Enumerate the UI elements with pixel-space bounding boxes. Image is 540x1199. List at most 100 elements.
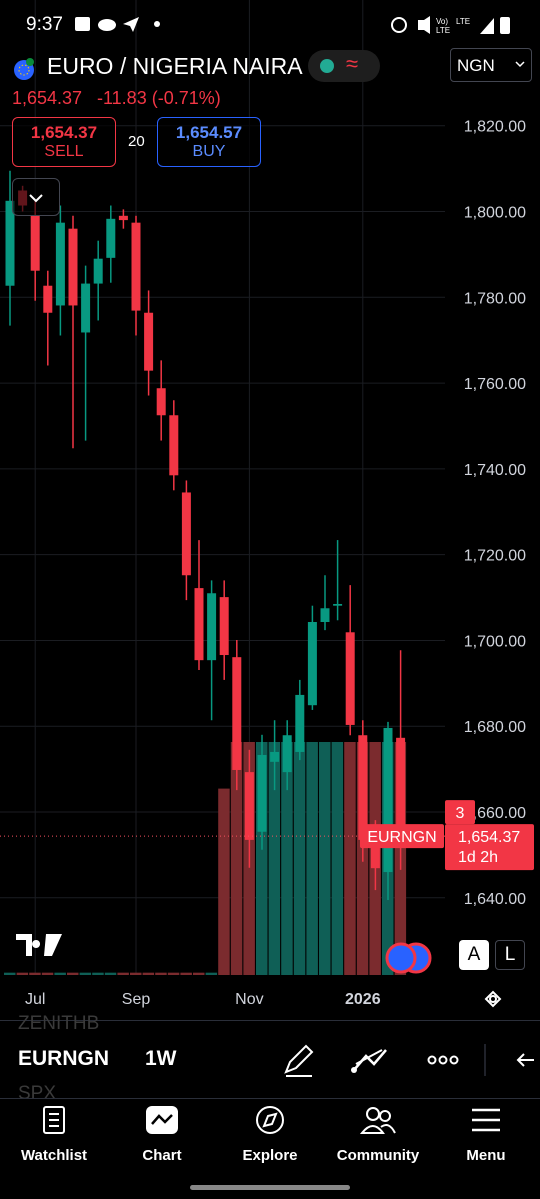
candle-body: [5, 200, 15, 286]
home-indicator: [190, 1185, 350, 1190]
spread: 20: [128, 133, 145, 150]
volume-bar: [281, 742, 293, 975]
y-tick-label: 1,780.00: [464, 290, 526, 307]
y-tick-label: 1,640.00: [464, 891, 526, 908]
sell-price: 1,654.37: [30, 123, 98, 142]
market-status: ≈: [346, 51, 359, 76]
symbol-tag-bg: [360, 824, 444, 849]
currency-label: NGN: [457, 56, 495, 75]
log-scale-button[interactable]: L: [495, 940, 525, 970]
nav-chart[interactable]: Chart: [108, 1105, 216, 1164]
volume-bar: [54, 972, 66, 975]
y-tick-label: 1,700.00: [464, 633, 526, 650]
toolbar-icons[interactable]: [282, 1042, 540, 1078]
nav-label: Chart: [142, 1147, 182, 1164]
countdown-badge: 3: [456, 805, 465, 822]
nav-community[interactable]: Community: [324, 1105, 432, 1164]
symbol-flag: [14, 58, 34, 80]
volume-bar: [92, 972, 104, 975]
volume-bar: [117, 972, 129, 975]
auto-scale-button[interactable]: A: [459, 940, 489, 970]
status-time: 9:37: [26, 14, 63, 35]
candle-body: [295, 694, 305, 752]
volume-bar: [4, 972, 16, 975]
y-tick-label: 1,680.00: [464, 719, 526, 736]
volume-bar: [230, 742, 243, 975]
candle-body: [93, 258, 103, 284]
community-icon: [359, 1107, 396, 1134]
price-label: 1,654.37: [458, 829, 520, 846]
svg-text:LTE: LTE: [456, 17, 470, 26]
candle-body: [55, 222, 65, 306]
interval[interactable]: 1W: [145, 1047, 177, 1070]
volume-bar: [130, 972, 142, 975]
y-tick-label: 1,660.00: [464, 805, 526, 822]
price-label-bg: [445, 824, 534, 871]
symbol-tag: EURNGN: [367, 829, 436, 846]
volume-bar: [256, 742, 268, 975]
svg-text:LTE: LTE: [436, 26, 450, 35]
buy-button[interactable]: 1,654.57 BUY: [157, 117, 261, 167]
countdown-label: 1d 2h: [458, 849, 498, 866]
nav-menu[interactable]: Menu: [432, 1105, 540, 1164]
candle-body: [270, 751, 280, 762]
divider: [0, 1020, 540, 1021]
candle-body: [207, 593, 217, 661]
candle-body: [30, 215, 40, 271]
chart-icon: [146, 1106, 178, 1134]
volume-bar: [319, 742, 331, 975]
candle-body: [232, 657, 242, 770]
watchlist-icon: [43, 1106, 65, 1134]
y-tick-label: 1,800.00: [464, 205, 526, 222]
volume-bar: [180, 972, 192, 975]
candle-body: [257, 754, 267, 832]
volume-bar: [167, 972, 180, 975]
status-pill[interactable]: ≈: [308, 50, 380, 82]
volume-bar: [29, 972, 41, 975]
symbol-title: EURO / NIGERIA NAIRA: [47, 53, 303, 79]
volume-bar: [155, 972, 167, 975]
candle-body: [383, 727, 393, 873]
collapse-button[interactable]: [12, 178, 60, 216]
candle-body: [68, 228, 78, 306]
nav-explore[interactable]: Explore: [216, 1105, 324, 1164]
volume-bar: [268, 742, 281, 975]
volume-bar: [79, 972, 92, 975]
volume-bar: [306, 742, 318, 975]
volume-bar: [16, 972, 29, 975]
settings-icon[interactable]: [480, 986, 506, 1012]
currency-select[interactable]: NGN: [450, 48, 532, 82]
nav-watchlist[interactable]: Watchlist: [0, 1105, 108, 1164]
nav-label: Watchlist: [20, 1147, 88, 1164]
svg-text:Vo): Vo): [436, 17, 448, 26]
x-tick-label: Jul: [25, 991, 45, 1008]
candle-body: [345, 632, 355, 725]
explore-icon: [256, 1106, 284, 1134]
candle-body: [370, 842, 380, 869]
volume-bar: [41, 972, 54, 975]
volume-bar: [193, 972, 205, 975]
next-symbol: SPX: [18, 1083, 57, 1104]
candle-body: [282, 735, 292, 773]
candle-body: [106, 218, 116, 258]
y-tick-label: 1,760.00: [464, 376, 526, 393]
candle-body: [131, 222, 141, 311]
volume-bar: [218, 788, 230, 975]
candle-body: [307, 621, 317, 706]
candle-body: [81, 283, 91, 333]
nav-label: Menu: [466, 1147, 506, 1164]
x-tick-label: Nov: [235, 991, 263, 1008]
toolbar-symbol[interactable]: EURNGN: [18, 1047, 110, 1070]
divider: [0, 1098, 540, 1099]
y-tick-label: 1,740.00: [464, 462, 526, 479]
candle-body: [156, 388, 166, 416]
nav-label: Community: [336, 1147, 420, 1164]
dropdown-icon: [515, 61, 525, 68]
market-dot: [320, 59, 334, 73]
y-tick-label: 1,720.00: [464, 548, 526, 565]
sell-button[interactable]: 1,654.37 SELL: [12, 117, 116, 167]
price-change: -11.83 (-0.71%): [97, 88, 221, 108]
last-price: 1,654.37: [12, 88, 83, 108]
x-tick-label: 2026: [345, 991, 381, 1008]
